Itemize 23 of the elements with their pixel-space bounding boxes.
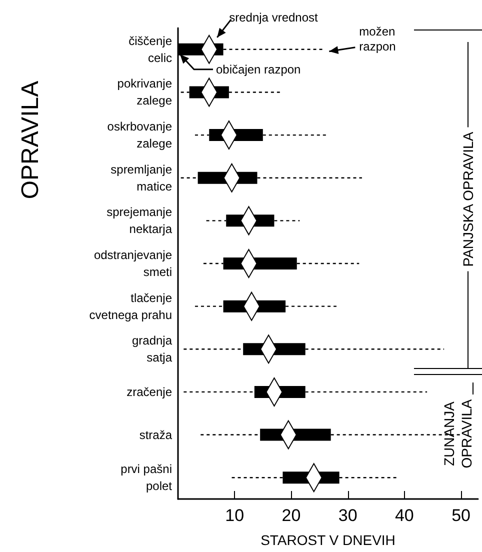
y-tick-label: pokrivanje zalege	[117, 76, 172, 108]
x-axis-title: STAROST V DNEVIH	[260, 532, 396, 548]
annotation: PANJSKA OPRAVILA	[460, 131, 476, 267]
y-tick-label: straža	[139, 428, 172, 442]
y-tick-label: zračenje	[126, 384, 172, 399]
x-tick-label: 40	[394, 506, 414, 525]
y-axis-title: OPRAVILA	[17, 80, 44, 200]
x-tick-label: 30	[338, 506, 358, 525]
y-tick-label: sprejemanje nektarja	[106, 205, 172, 236]
annotation: možen razpon	[359, 24, 396, 54]
annotation: ZUNANJA OPRAVILA	[441, 398, 474, 468]
annotation: običajen razpon	[216, 62, 301, 76]
y-tick-label: oskrbovanje zalege	[107, 120, 172, 151]
x-tick-label: 10	[225, 506, 244, 525]
y-tick-label: čiščenje celic	[128, 34, 172, 65]
y-tick-label: prvi pašni polet	[120, 462, 173, 494]
y-tick-label: spremljanje matice	[110, 162, 172, 194]
y-tick-label: odstranjevanje smeti	[94, 248, 172, 279]
y-tick-label: tlačenje cvetnega prahu	[89, 290, 172, 322]
y-tick-label: gradnja satja	[132, 334, 172, 365]
text: srednja vrednost	[229, 10, 319, 24]
x-tick-label: 20	[282, 506, 301, 525]
x-tick-label: 50	[452, 506, 470, 525]
